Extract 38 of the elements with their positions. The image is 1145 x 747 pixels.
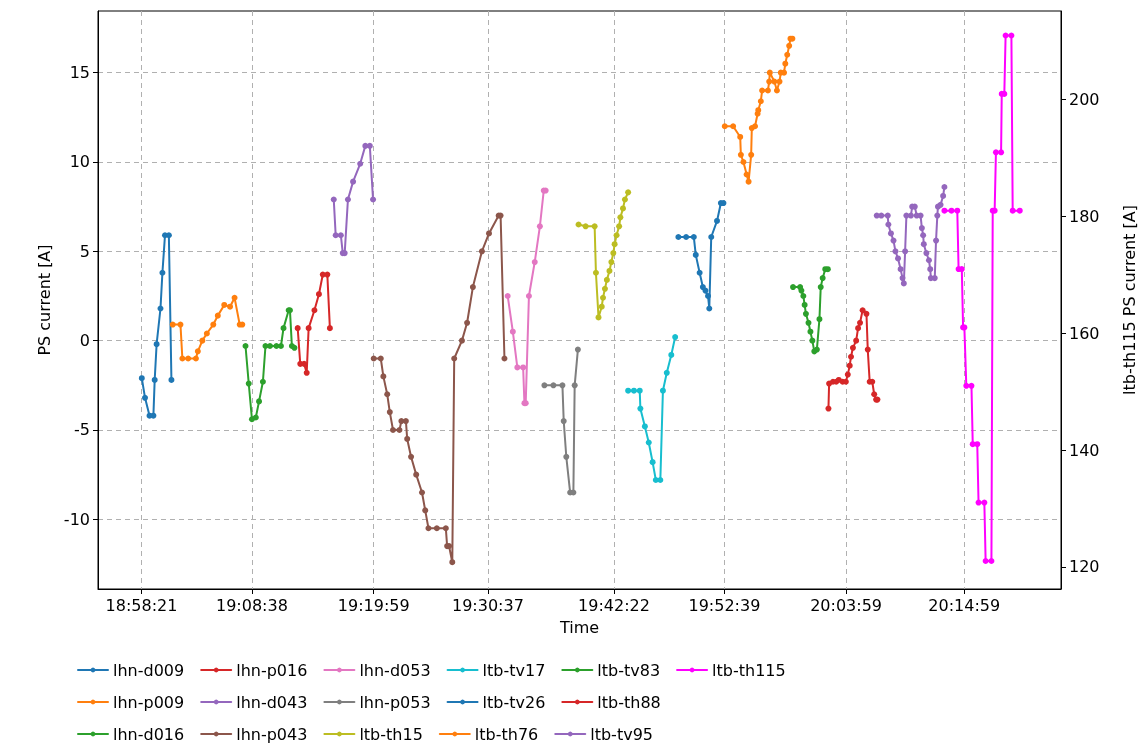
x-tick-label: 20:03:59 — [810, 595, 883, 615]
y-tick-label: -10 — [63, 509, 90, 529]
legend-label: lhn-d043 — [236, 692, 308, 712]
x-tick-label: 19:30:37 — [451, 595, 524, 615]
x-tick-label: 19:42:22 — [578, 595, 650, 615]
legend-label: lhn-d016 — [113, 724, 185, 744]
x-axis-title: Time — [558, 617, 600, 637]
legend-label: lhn-p043 — [236, 724, 308, 744]
x-tick-label: 19:19:59 — [337, 595, 410, 615]
y-tick-label: 10 — [69, 152, 90, 172]
y-tick-label: 15 — [69, 63, 90, 83]
y-tick-label: 5 — [79, 241, 90, 261]
legend-label: ltb-tv26 — [482, 692, 546, 712]
legend-label: ltb-tv83 — [597, 660, 661, 680]
x-tick-label: 19:08:38 — [215, 595, 288, 615]
legend-label: lhn-d053 — [359, 660, 431, 680]
legend-label: ltb-th115 — [712, 660, 786, 680]
x-tick-label: 18:58:21 — [105, 595, 178, 615]
legend-label: lhn-d009 — [113, 660, 185, 680]
legend-label: ltb-th76 — [474, 724, 539, 744]
y-tick-label: -5 — [74, 420, 90, 440]
x-tick-label: 20:14:59 — [928, 595, 1001, 615]
y2-tick-label: 180 — [1069, 207, 1100, 227]
legend-label: ltb-tv95 — [590, 724, 653, 744]
y2-tick-label: 200 — [1069, 90, 1100, 110]
y-tick-label: 0 — [79, 331, 90, 351]
y2-tick-label: 120 — [1069, 557, 1100, 577]
legend-label: lhn-p016 — [236, 660, 308, 680]
legend-label: ltb-th88 — [597, 692, 661, 712]
y2-tick-label: 160 — [1069, 323, 1100, 343]
y-axis-title: PS current [A] — [34, 244, 54, 356]
legend-label: ltb-th15 — [359, 724, 423, 744]
legend-label: ltb-tv17 — [482, 660, 546, 680]
x-tick-label: 19:52:39 — [688, 595, 761, 615]
legend-label: lhn-p009 — [113, 692, 185, 712]
legend-label: lhn-p053 — [359, 692, 431, 712]
y2-tick-label: 140 — [1069, 440, 1100, 460]
y2-axis-title: ltb-th115 PS current [A] — [1119, 205, 1139, 395]
